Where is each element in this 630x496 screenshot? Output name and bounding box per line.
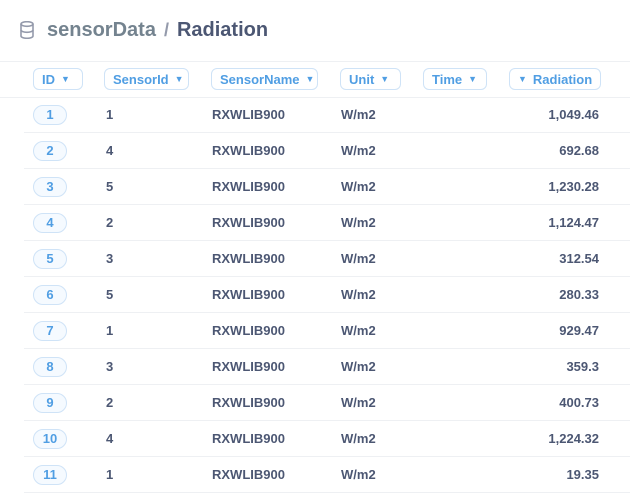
table-row[interactable]: 5 3 RXWLIB900 W/m2 312.54 bbox=[24, 241, 630, 277]
chevron-down-icon: ▼ bbox=[305, 74, 315, 84]
column-header-label: Time bbox=[432, 71, 463, 87]
cell-sensor-name: RXWLIB900 bbox=[212, 431, 285, 446]
table-header: ID ▼ SensorId ▼ SensorName ▼ Unit ▼ Time… bbox=[0, 61, 630, 98]
cell-sensor-name: RXWLIB900 bbox=[212, 179, 285, 194]
cell-unit: W/m2 bbox=[341, 107, 376, 122]
table-row[interactable]: 9 2 RXWLIB900 W/m2 400.73 bbox=[24, 385, 630, 421]
cell-sensor-name: RXWLIB900 bbox=[212, 287, 285, 302]
table-row[interactable]: 7 1 RXWLIB900 W/m2 929.47 bbox=[24, 313, 630, 349]
cell-radiation: 19.35 bbox=[566, 467, 599, 482]
row-id-pill[interactable]: 7 bbox=[33, 321, 67, 341]
cell-sensor-id: 5 bbox=[106, 179, 114, 194]
row-id-pill[interactable]: 11 bbox=[33, 465, 67, 485]
cell-unit: W/m2 bbox=[341, 287, 376, 302]
breadcrumb: sensorData / Radiation bbox=[20, 16, 268, 44]
cell-unit: W/m2 bbox=[341, 431, 376, 446]
cell-sensor-name: RXWLIB900 bbox=[212, 143, 285, 158]
cell-radiation: 1,049.46 bbox=[548, 107, 599, 122]
cell-sensor-id: 1 bbox=[106, 323, 114, 338]
cell-sensor-id: 3 bbox=[106, 251, 114, 266]
row-id-pill[interactable]: 6 bbox=[33, 285, 67, 305]
column-header-radiation[interactable]: ▼ Radiation bbox=[509, 68, 601, 90]
cell-radiation: 692.68 bbox=[559, 143, 599, 158]
table-row[interactable]: 2 4 RXWLIB900 W/m2 692.68 bbox=[24, 133, 630, 169]
chevron-down-icon: ▼ bbox=[61, 74, 70, 84]
row-id-pill[interactable]: 1 bbox=[33, 105, 67, 125]
cell-radiation: 400.73 bbox=[559, 395, 599, 410]
cell-sensor-id: 4 bbox=[106, 431, 114, 446]
row-id-pill[interactable]: 9 bbox=[33, 393, 67, 413]
chevron-down-icon: ▼ bbox=[518, 74, 527, 84]
table-row[interactable]: 3 5 RXWLIB900 W/m2 1,230.28 bbox=[24, 169, 630, 205]
row-id-pill[interactable]: 2 bbox=[33, 141, 67, 161]
page-title: Radiation bbox=[176, 18, 269, 41]
cell-sensor-name: RXWLIB900 bbox=[212, 251, 285, 266]
cell-radiation: 1,224.32 bbox=[548, 431, 599, 446]
cell-sensor-name: RXWLIB900 bbox=[212, 215, 285, 230]
cell-sensor-id: 1 bbox=[106, 467, 114, 482]
column-header-id[interactable]: ID ▼ bbox=[33, 68, 83, 90]
cell-sensor-name: RXWLIB900 bbox=[212, 467, 285, 482]
column-header-label: SensorId bbox=[113, 71, 169, 87]
column-header-sensorid[interactable]: SensorId ▼ bbox=[104, 68, 189, 90]
breadcrumb-database[interactable]: sensorData bbox=[47, 18, 156, 41]
column-header-label: SensorName bbox=[220, 71, 300, 87]
cell-unit: W/m2 bbox=[341, 323, 376, 338]
cell-unit: W/m2 bbox=[341, 467, 376, 482]
cell-sensor-name: RXWLIB900 bbox=[212, 359, 285, 374]
table-row[interactable]: 11 1 RXWLIB900 W/m2 19.35 bbox=[24, 457, 630, 493]
cell-sensor-id: 5 bbox=[106, 287, 114, 302]
cell-unit: W/m2 bbox=[341, 215, 376, 230]
row-id-pill[interactable]: 4 bbox=[33, 213, 67, 233]
cell-unit: W/m2 bbox=[341, 251, 376, 266]
cell-unit: W/m2 bbox=[341, 179, 376, 194]
column-header-label: ID bbox=[42, 71, 55, 87]
row-id-pill[interactable]: 3 bbox=[33, 177, 67, 197]
cell-radiation: 929.47 bbox=[559, 323, 599, 338]
cell-sensor-id: 3 bbox=[106, 359, 114, 374]
cell-unit: W/m2 bbox=[341, 359, 376, 374]
row-id-pill[interactable]: 10 bbox=[33, 429, 67, 449]
cell-sensor-id: 4 bbox=[106, 143, 114, 158]
cell-sensor-name: RXWLIB900 bbox=[212, 395, 285, 410]
chevron-down-icon: ▼ bbox=[468, 74, 478, 84]
table-row[interactable]: 4 2 RXWLIB900 W/m2 1,124.47 bbox=[24, 205, 630, 241]
cell-radiation: 312.54 bbox=[559, 251, 599, 266]
cell-radiation: 280.33 bbox=[559, 287, 599, 302]
chevron-down-icon: ▼ bbox=[380, 74, 390, 84]
cell-sensor-name: RXWLIB900 bbox=[212, 323, 285, 338]
column-header-sensorname[interactable]: SensorName ▼ bbox=[211, 68, 318, 90]
table-row[interactable]: 1 1 RXWLIB900 W/m2 1,049.46 bbox=[24, 97, 630, 133]
cell-sensor-id: 2 bbox=[106, 215, 114, 230]
cell-radiation: 359.3 bbox=[566, 359, 599, 374]
cell-sensor-id: 1 bbox=[106, 107, 114, 122]
column-header-unit[interactable]: Unit ▼ bbox=[340, 68, 401, 90]
row-id-pill[interactable]: 5 bbox=[33, 249, 67, 269]
cell-unit: W/m2 bbox=[341, 143, 376, 158]
chevron-down-icon: ▼ bbox=[174, 74, 184, 84]
cell-sensor-id: 2 bbox=[106, 395, 114, 410]
column-header-label: Radiation bbox=[532, 71, 593, 87]
cell-sensor-name: RXWLIB900 bbox=[212, 107, 285, 122]
cell-radiation: 1,230.28 bbox=[548, 179, 599, 194]
table-row[interactable]: 10 4 RXWLIB900 W/m2 1,224.32 bbox=[24, 421, 630, 457]
data-table: ID ▼ SensorId ▼ SensorName ▼ Unit ▼ Time… bbox=[0, 61, 630, 493]
column-header-label: Unit bbox=[349, 71, 375, 87]
breadcrumb-separator: / bbox=[163, 19, 169, 40]
row-id-pill[interactable]: 8 bbox=[33, 357, 67, 377]
cell-radiation: 1,124.47 bbox=[548, 215, 599, 230]
database-icon bbox=[20, 21, 34, 39]
table-row[interactable]: 6 5 RXWLIB900 W/m2 280.33 bbox=[24, 277, 630, 313]
column-header-time[interactable]: Time ▼ bbox=[423, 68, 487, 90]
table-row[interactable]: 8 3 RXWLIB900 W/m2 359.3 bbox=[24, 349, 630, 385]
cell-unit: W/m2 bbox=[341, 395, 376, 410]
